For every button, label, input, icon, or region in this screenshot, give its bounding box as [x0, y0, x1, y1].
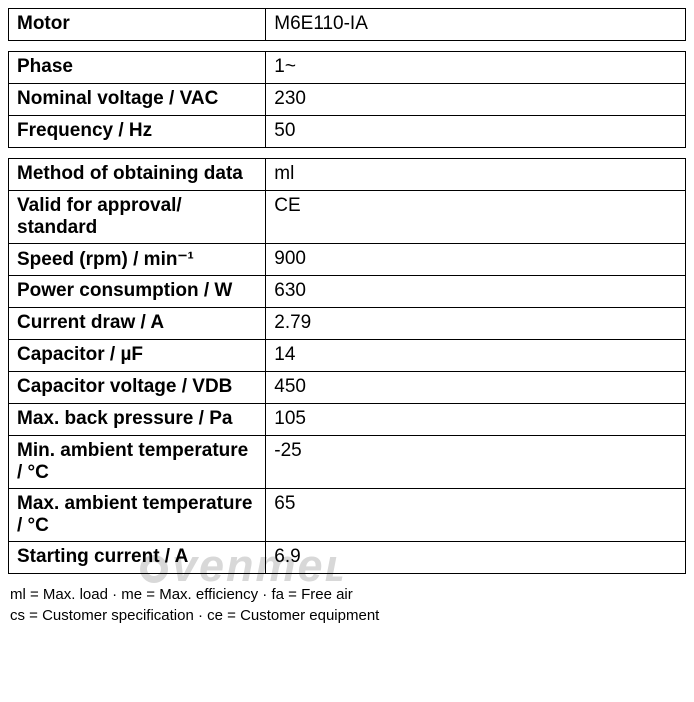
current-label: Current draw / A	[9, 308, 266, 340]
capvolt-value: 450	[266, 372, 686, 404]
phase-label: Phase	[9, 52, 266, 84]
table-row: Nominal voltage / VAC 230	[9, 84, 686, 116]
startcurrent-value: 6.9	[266, 542, 686, 574]
phase-value: 1~	[266, 52, 686, 84]
footnote-line2: cs = Customer specification · ce = Custo…	[10, 605, 686, 626]
speed-label: Speed (rpm) / min⁻¹	[9, 244, 266, 276]
current-value: 2.79	[266, 308, 686, 340]
voltage-value: 230	[266, 84, 686, 116]
table-row: Valid for approval/ standard CE	[9, 191, 686, 244]
footnote: ml = Max. load · me = Max. efficiency · …	[8, 584, 686, 626]
table-row: Starting current / A 6.9	[9, 542, 686, 574]
method-value: ml	[266, 159, 686, 191]
table-row: Method of obtaining data ml	[9, 159, 686, 191]
table-row: Current draw / A 2.79	[9, 308, 686, 340]
capacitor-value: 14	[266, 340, 686, 372]
power-label: Power consumption / W	[9, 276, 266, 308]
table-row: Max. back pressure / Pa 105	[9, 404, 686, 436]
mintemp-value: -25	[266, 436, 686, 489]
motor-value: M6E110-IA	[266, 9, 686, 41]
motor-label: Motor	[9, 9, 266, 41]
frequency-label: Frequency / Hz	[9, 116, 266, 148]
electrical-table: Phase 1~ Nominal voltage / VAC 230 Frequ…	[8, 51, 686, 148]
footnote-line1: ml = Max. load · me = Max. efficiency · …	[10, 584, 686, 605]
backpressure-label: Max. back pressure / Pa	[9, 404, 266, 436]
table-row: Speed (rpm) / min⁻¹ 900	[9, 244, 686, 276]
maxtemp-value: 65	[266, 489, 686, 542]
table-row: Phase 1~	[9, 52, 686, 84]
table-row: Capacitor / µF 14	[9, 340, 686, 372]
table-row: Max. ambient temperature / °C 65	[9, 489, 686, 542]
frequency-value: 50	[266, 116, 686, 148]
table-row: Frequency / Hz 50	[9, 116, 686, 148]
table-row: Power consumption / W 630	[9, 276, 686, 308]
table-row: Min. ambient temperature / °C -25	[9, 436, 686, 489]
approval-value: CE	[266, 191, 686, 244]
table-row: Capacitor voltage / VDB 450	[9, 372, 686, 404]
power-value: 630	[266, 276, 686, 308]
speed-value: 900	[266, 244, 686, 276]
capacitor-label: Capacitor / µF	[9, 340, 266, 372]
approval-label: Valid for approval/ standard	[9, 191, 266, 244]
voltage-label: Nominal voltage / VAC	[9, 84, 266, 116]
maxtemp-label: Max. ambient temperature / °C	[9, 489, 266, 542]
method-label: Method of obtaining data	[9, 159, 266, 191]
mintemp-label: Min. ambient temperature / °C	[9, 436, 266, 489]
startcurrent-label: Starting current / A	[9, 542, 266, 574]
table-row: Motor M6E110-IA	[9, 9, 686, 41]
spec-table: Method of obtaining data ml Valid for ap…	[8, 158, 686, 574]
backpressure-value: 105	[266, 404, 686, 436]
motor-table: Motor M6E110-IA	[8, 8, 686, 41]
capvolt-label: Capacitor voltage / VDB	[9, 372, 266, 404]
